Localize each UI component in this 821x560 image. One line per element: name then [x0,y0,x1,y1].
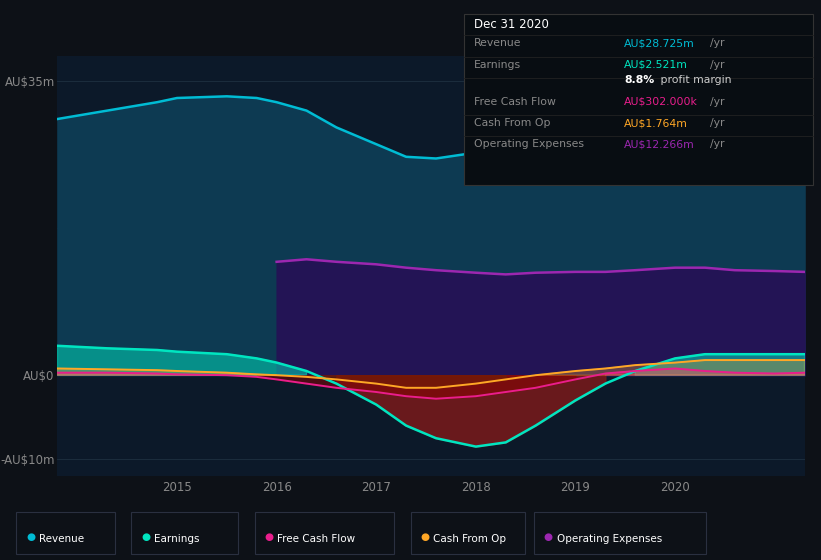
Text: AU$12.266m: AU$12.266m [624,139,695,150]
Text: AU$28.725m: AU$28.725m [624,39,695,49]
Text: Earnings: Earnings [474,60,521,70]
Text: Free Cash Flow: Free Cash Flow [474,97,556,107]
Text: AU$2.521m: AU$2.521m [624,60,688,70]
Text: profit margin: profit margin [657,76,732,86]
Text: AU$1.764m: AU$1.764m [624,118,688,128]
Text: ●: ● [141,533,150,543]
Text: Operating Expenses: Operating Expenses [474,139,584,150]
Text: /yr: /yr [710,118,725,128]
Text: /yr: /yr [710,39,725,49]
Text: /yr: /yr [710,97,725,107]
Text: /yr: /yr [710,139,725,150]
Text: ●: ● [544,533,553,543]
Text: ●: ● [420,533,429,543]
Text: 8.8%: 8.8% [624,76,654,86]
Text: ●: ● [26,533,35,543]
Text: Cash From Op: Cash From Op [433,534,507,544]
Text: /yr: /yr [710,60,725,70]
Text: Free Cash Flow: Free Cash Flow [277,534,355,544]
Text: Revenue: Revenue [474,39,521,49]
Text: Operating Expenses: Operating Expenses [557,534,662,544]
Text: Earnings: Earnings [154,534,200,544]
Text: Revenue: Revenue [39,534,85,544]
Text: ●: ● [264,533,273,543]
Text: Dec 31 2020: Dec 31 2020 [474,18,548,31]
Text: AU$302.000k: AU$302.000k [624,97,698,107]
Text: Cash From Op: Cash From Op [474,118,550,128]
